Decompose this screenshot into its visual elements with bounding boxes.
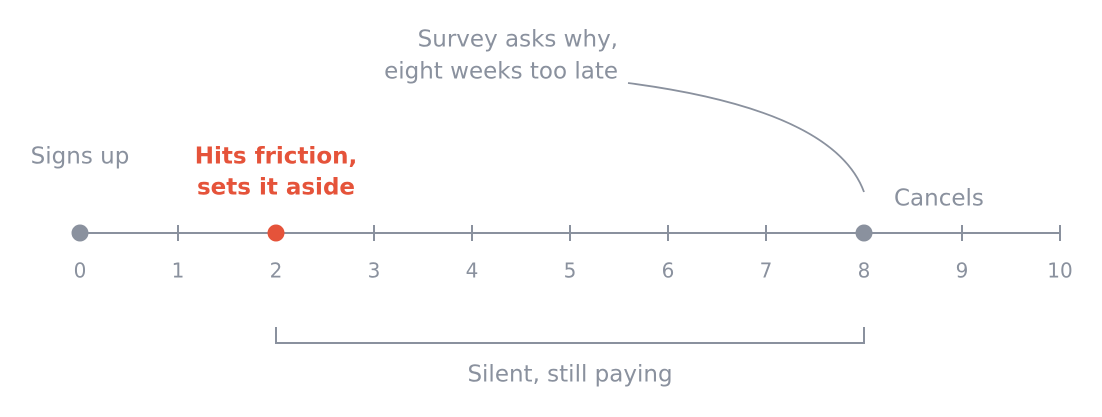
x-tick-label: 1 bbox=[172, 259, 185, 283]
span-bracket bbox=[275, 327, 865, 344]
x-tick-label: 0 bbox=[74, 259, 87, 283]
x-tick-label: 5 bbox=[564, 259, 577, 283]
annotation-text: eight weeks too late bbox=[384, 59, 618, 85]
event-label: Signs up bbox=[31, 144, 130, 170]
span-label: Silent, still paying bbox=[467, 362, 672, 388]
event-dot bbox=[71, 224, 89, 242]
x-tick-label: 7 bbox=[760, 259, 773, 283]
x-tick-label: 6 bbox=[662, 259, 675, 283]
event-dot bbox=[855, 224, 873, 242]
x-tick-label: 10 bbox=[1047, 259, 1072, 283]
x-tick-label: 4 bbox=[466, 259, 479, 283]
event-label: Hits friction, bbox=[195, 144, 357, 170]
annotation-text: Survey asks why, bbox=[418, 27, 618, 53]
x-tick-label: 3 bbox=[368, 259, 381, 283]
x-tick-label: 9 bbox=[956, 259, 969, 283]
event-label: Cancels bbox=[894, 186, 984, 212]
event-label: sets it aside bbox=[197, 175, 355, 201]
event-dot bbox=[267, 224, 285, 242]
x-tick-label: 2 bbox=[270, 259, 283, 283]
annotation-leader bbox=[627, 82, 865, 193]
x-tick-label: 8 bbox=[858, 259, 871, 283]
